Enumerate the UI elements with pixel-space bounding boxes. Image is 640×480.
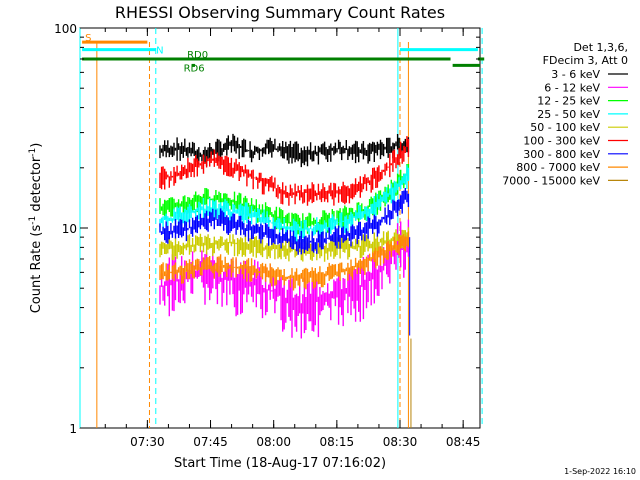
flag-label-s: S (85, 33, 91, 44)
x-tick-label-5: 08:45 (446, 435, 481, 449)
legend-label-6: 300 - 800 keV (523, 148, 600, 161)
series-7 (159, 231, 410, 291)
x-tick-label-2: 08:00 (256, 435, 291, 449)
legend-title-line1: Det 1,3,6, (573, 41, 628, 54)
series-6 (159, 188, 410, 255)
y-tick-label-0: 1 (69, 422, 77, 436)
y-axis-label: Count Rate (s-1 detector-1) (28, 143, 44, 314)
series-3 (159, 165, 410, 243)
y-tick-label-2: 100 (54, 22, 77, 36)
flag-label-n: N (156, 46, 163, 57)
series-path-5 (159, 136, 410, 206)
x-axis-label: Start Time (18-Aug-17 07:16:02) (174, 456, 386, 471)
flag-label-rd6: RD6 (184, 63, 205, 74)
series-path-7 (159, 231, 410, 291)
legend-label-3: 25 - 50 keV (537, 108, 600, 121)
footer-date: 1-Sep-2022 16:10 (564, 467, 636, 476)
x-tick-label-1: 07:45 (193, 435, 228, 449)
legend-label-4: 50 - 100 keV (530, 121, 600, 134)
legend-label-0: 3 - 6 keV (551, 68, 600, 81)
x-tick-label-3: 08:15 (320, 435, 355, 449)
legend-label-2: 12 - 25 keV (537, 95, 600, 108)
legend-label-1: 6 - 12 keV (544, 81, 600, 94)
chart-title: RHESSI Observing Summary Count Rates (115, 3, 445, 22)
x-tick-label-4: 08:30 (383, 435, 418, 449)
legend-title-line2: FDecim 3, Att 0 (543, 54, 628, 67)
series-path-6 (159, 188, 410, 255)
legend-label-5: 100 - 300 keV (523, 135, 600, 148)
series-path-3 (159, 165, 410, 243)
x-tick-label-0: 07:30 (130, 435, 165, 449)
y-tick-label-1: 10 (62, 222, 77, 236)
legend-label-8: 7000 - 15000 keV (502, 174, 600, 187)
legend-label-7: 800 - 7000 keV (516, 161, 600, 174)
flag-label-rd0: RD0 (187, 50, 208, 61)
series-5 (159, 136, 410, 206)
